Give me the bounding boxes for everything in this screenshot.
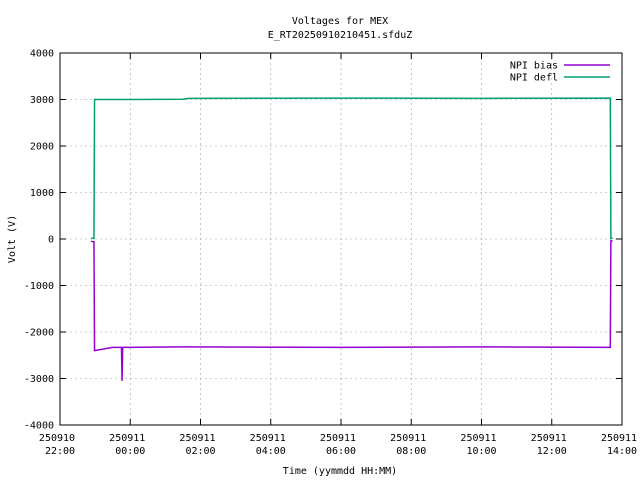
- x-axis-label: Time (yymmdd HH:MM): [283, 466, 397, 477]
- plot-border: [59, 52, 623, 426]
- y-tick-label: 0: [48, 235, 54, 246]
- x-tick-label: 250911 10:00: [460, 433, 502, 457]
- x-tick-label: 250911 02:00: [179, 433, 221, 457]
- x-tick-label: 250911 06:00: [320, 433, 362, 457]
- y-tick-label: -3000: [24, 374, 54, 385]
- chart-subtitle: E_RT20250910210451.sfduZ: [268, 30, 413, 41]
- y-tick-label: 4000: [30, 49, 54, 60]
- x-tick-label: 250911 14:00: [601, 433, 640, 457]
- y-tick-label: 2000: [30, 142, 54, 153]
- legend-label: NPI bias: [510, 61, 558, 72]
- x-tick-label: 250911 04:00: [250, 433, 292, 457]
- x-tick-label: 250911 12:00: [531, 433, 573, 457]
- x-tick-label: 250911 08:00: [390, 433, 432, 457]
- y-tick-label: 3000: [30, 95, 54, 106]
- y-tick-label: -2000: [24, 328, 54, 339]
- y-tick-label: -1000: [24, 281, 54, 292]
- y-axis-label: Volt (V): [7, 215, 18, 263]
- series-line: [90, 240, 613, 381]
- series-line: [90, 97, 613, 240]
- x-tick-label: 250910 22:00: [39, 433, 81, 457]
- x-tick-label: 250911 00:00: [109, 433, 151, 457]
- y-tick-label: 1000: [30, 188, 54, 199]
- y-tick-label: -4000: [24, 421, 54, 432]
- chart-title: Voltages for MEX: [292, 16, 388, 27]
- legend-label: NPI defl: [510, 73, 558, 84]
